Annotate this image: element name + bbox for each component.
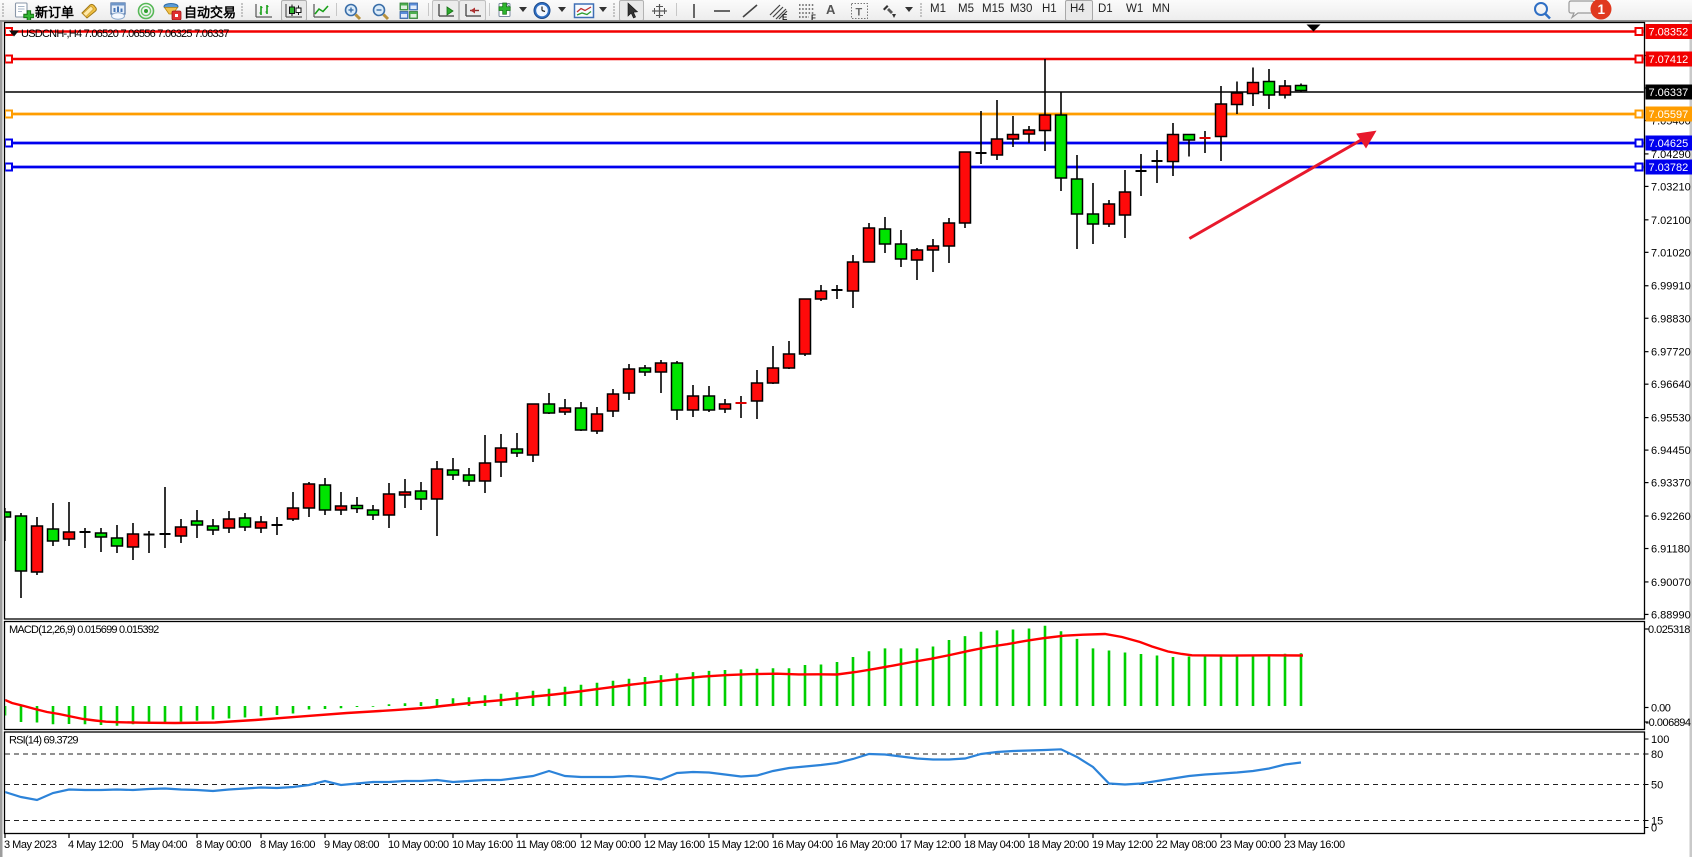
svg-text:8 May 16:00: 8 May 16:00 bbox=[260, 839, 315, 851]
svg-text:7.01020: 7.01020 bbox=[1651, 247, 1691, 259]
svg-text:8 May 00:00: 8 May 00:00 bbox=[196, 839, 251, 851]
svg-text:4 May 12:00: 4 May 12:00 bbox=[68, 839, 123, 851]
svg-text:6.97720: 6.97720 bbox=[1651, 347, 1691, 359]
svg-text:6.91180: 6.91180 bbox=[1651, 544, 1690, 556]
svg-text:-0.006894: -0.006894 bbox=[1646, 717, 1691, 729]
svg-text:USDCNH-,H4 7.06520 7.06556 7.: USDCNH-,H4 7.06520 7.06556 7.06325 7.063… bbox=[21, 28, 229, 40]
svg-text:6.98830: 6.98830 bbox=[1651, 313, 1691, 325]
svg-text:18 May 04:00: 18 May 04:00 bbox=[964, 839, 1025, 851]
svg-text:9 May 08:00: 9 May 08:00 bbox=[324, 839, 379, 851]
svg-text:15: 15 bbox=[1651, 816, 1663, 828]
svg-text:7.04625: 7.04625 bbox=[1649, 138, 1689, 150]
svg-text:80: 80 bbox=[1651, 749, 1663, 761]
svg-text:1: 1 bbox=[1598, 2, 1606, 17]
svg-text:T: T bbox=[856, 7, 863, 19]
svg-text:12 May 16:00: 12 May 16:00 bbox=[644, 839, 705, 851]
svg-text:7.08352: 7.08352 bbox=[1649, 27, 1689, 39]
svg-text:19 May 12:00: 19 May 12:00 bbox=[1092, 839, 1153, 851]
svg-text:6.88990: 6.88990 bbox=[1651, 609, 1691, 621]
svg-text:50: 50 bbox=[1651, 780, 1663, 792]
svg-text:RSI(14) 69.3729: RSI(14) 69.3729 bbox=[9, 735, 78, 747]
svg-text:7.06337: 7.06337 bbox=[1649, 87, 1689, 99]
svg-text:E: E bbox=[782, 13, 788, 21]
svg-text:7.05597: 7.05597 bbox=[1649, 109, 1689, 121]
svg-text:5 May 04:00: 5 May 04:00 bbox=[132, 839, 187, 851]
svg-text:7.07412: 7.07412 bbox=[1649, 54, 1689, 66]
svg-text:6.94450: 6.94450 bbox=[1651, 445, 1691, 457]
svg-text:12 May 00:00: 12 May 00:00 bbox=[580, 839, 641, 851]
svg-text:23 May 16:00: 23 May 16:00 bbox=[1284, 839, 1345, 851]
svg-text:6.90070: 6.90070 bbox=[1651, 577, 1691, 589]
svg-text:22 May 08:00: 22 May 08:00 bbox=[1156, 839, 1217, 851]
svg-text:7.04290: 7.04290 bbox=[1651, 149, 1691, 161]
svg-text:7.03782: 7.03782 bbox=[1649, 162, 1689, 174]
svg-text:100: 100 bbox=[1651, 734, 1669, 746]
svg-text:10 May 16:00: 10 May 16:00 bbox=[452, 839, 513, 851]
svg-text:17 May 12:00: 17 May 12:00 bbox=[900, 839, 961, 851]
svg-text:16 May 20:00: 16 May 20:00 bbox=[836, 839, 897, 851]
svg-text:15 May 12:00: 15 May 12:00 bbox=[708, 839, 769, 851]
svg-text:16 May 04:00: 16 May 04:00 bbox=[772, 839, 833, 851]
svg-text:6.96640: 6.96640 bbox=[1651, 379, 1691, 391]
svg-text:7.03210: 7.03210 bbox=[1651, 181, 1691, 193]
svg-text:10 May 00:00: 10 May 00:00 bbox=[388, 839, 449, 851]
svg-text:23 May 00:00: 23 May 00:00 bbox=[1220, 839, 1281, 851]
svg-text:F: F bbox=[811, 14, 816, 22]
svg-text:0.00: 0.00 bbox=[1651, 703, 1671, 715]
svg-text:6.99910: 6.99910 bbox=[1651, 281, 1691, 293]
svg-text:MACD(12,26,9) 0.015699 0.01539: MACD(12,26,9) 0.015699 0.015392 bbox=[9, 624, 159, 636]
svg-text:3 May 2023: 3 May 2023 bbox=[4, 839, 57, 851]
svg-text:11 May 08:00: 11 May 08:00 bbox=[516, 839, 576, 851]
svg-text:7.02100: 7.02100 bbox=[1651, 215, 1691, 227]
svg-text:6.93370: 6.93370 bbox=[1651, 478, 1691, 490]
svg-text:0: 0 bbox=[1651, 823, 1657, 835]
svg-text:6.95530: 6.95530 bbox=[1651, 413, 1691, 425]
svg-text:18 May 20:00: 18 May 20:00 bbox=[1028, 839, 1089, 851]
svg-text:6.92260: 6.92260 bbox=[1651, 511, 1691, 523]
svg-text:0.025318: 0.025318 bbox=[1648, 624, 1690, 636]
